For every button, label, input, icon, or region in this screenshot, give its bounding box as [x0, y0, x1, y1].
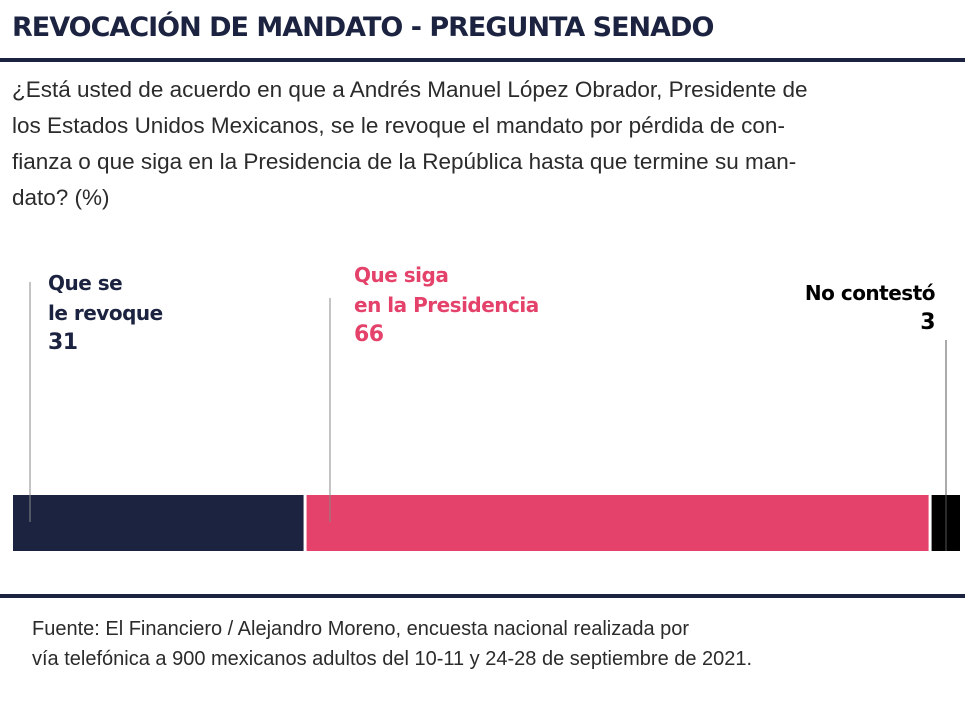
label-siga-line-1: Que siga: [354, 263, 449, 287]
question-line: ¿Está usted de acuerdo en que a Andrés M…: [12, 77, 808, 102]
question-line: los Estados Unidos Mexicanos, se le revo…: [12, 113, 785, 138]
chart-title: REVOCACIÓN DE MANDATO - PREGUNTA SENADO: [12, 12, 714, 43]
bottom-divider: [0, 594, 965, 598]
label-no-contesto-value: 3: [920, 310, 935, 335]
label-no-contesto-line-1: No contestó: [804, 281, 936, 305]
top-divider: [0, 58, 965, 62]
label-siga: Que siga en la Presidencia 66: [354, 260, 539, 350]
label-revoque: Que se le revoque 31: [48, 268, 163, 358]
bar-revoque: [13, 495, 304, 551]
question-line: fianza o que siga en la Presidencia de l…: [12, 149, 797, 174]
source-line: Fuente: El Financiero / Alejandro Moreno…: [32, 618, 690, 640]
question-line: dato? (%): [12, 185, 110, 210]
label-revoque-line-2: le revoque: [48, 301, 163, 325]
source-note: Fuente: El Financiero / Alejandro Moreno…: [32, 614, 952, 674]
bar-siga: [306, 495, 929, 551]
label-siga-line-2: en la Presidencia: [354, 293, 539, 317]
label-no-contesto: No contestó 3: [804, 278, 936, 338]
label-siga-value: 66: [354, 322, 384, 347]
label-revoque-line-1: Que se: [48, 271, 123, 295]
label-revoque-value: 31: [48, 330, 78, 355]
survey-question: ¿Está usted de acuerdo en que a Andrés M…: [12, 72, 962, 216]
source-line: vía telefónica a 900 mexicanos adultos d…: [32, 648, 753, 670]
